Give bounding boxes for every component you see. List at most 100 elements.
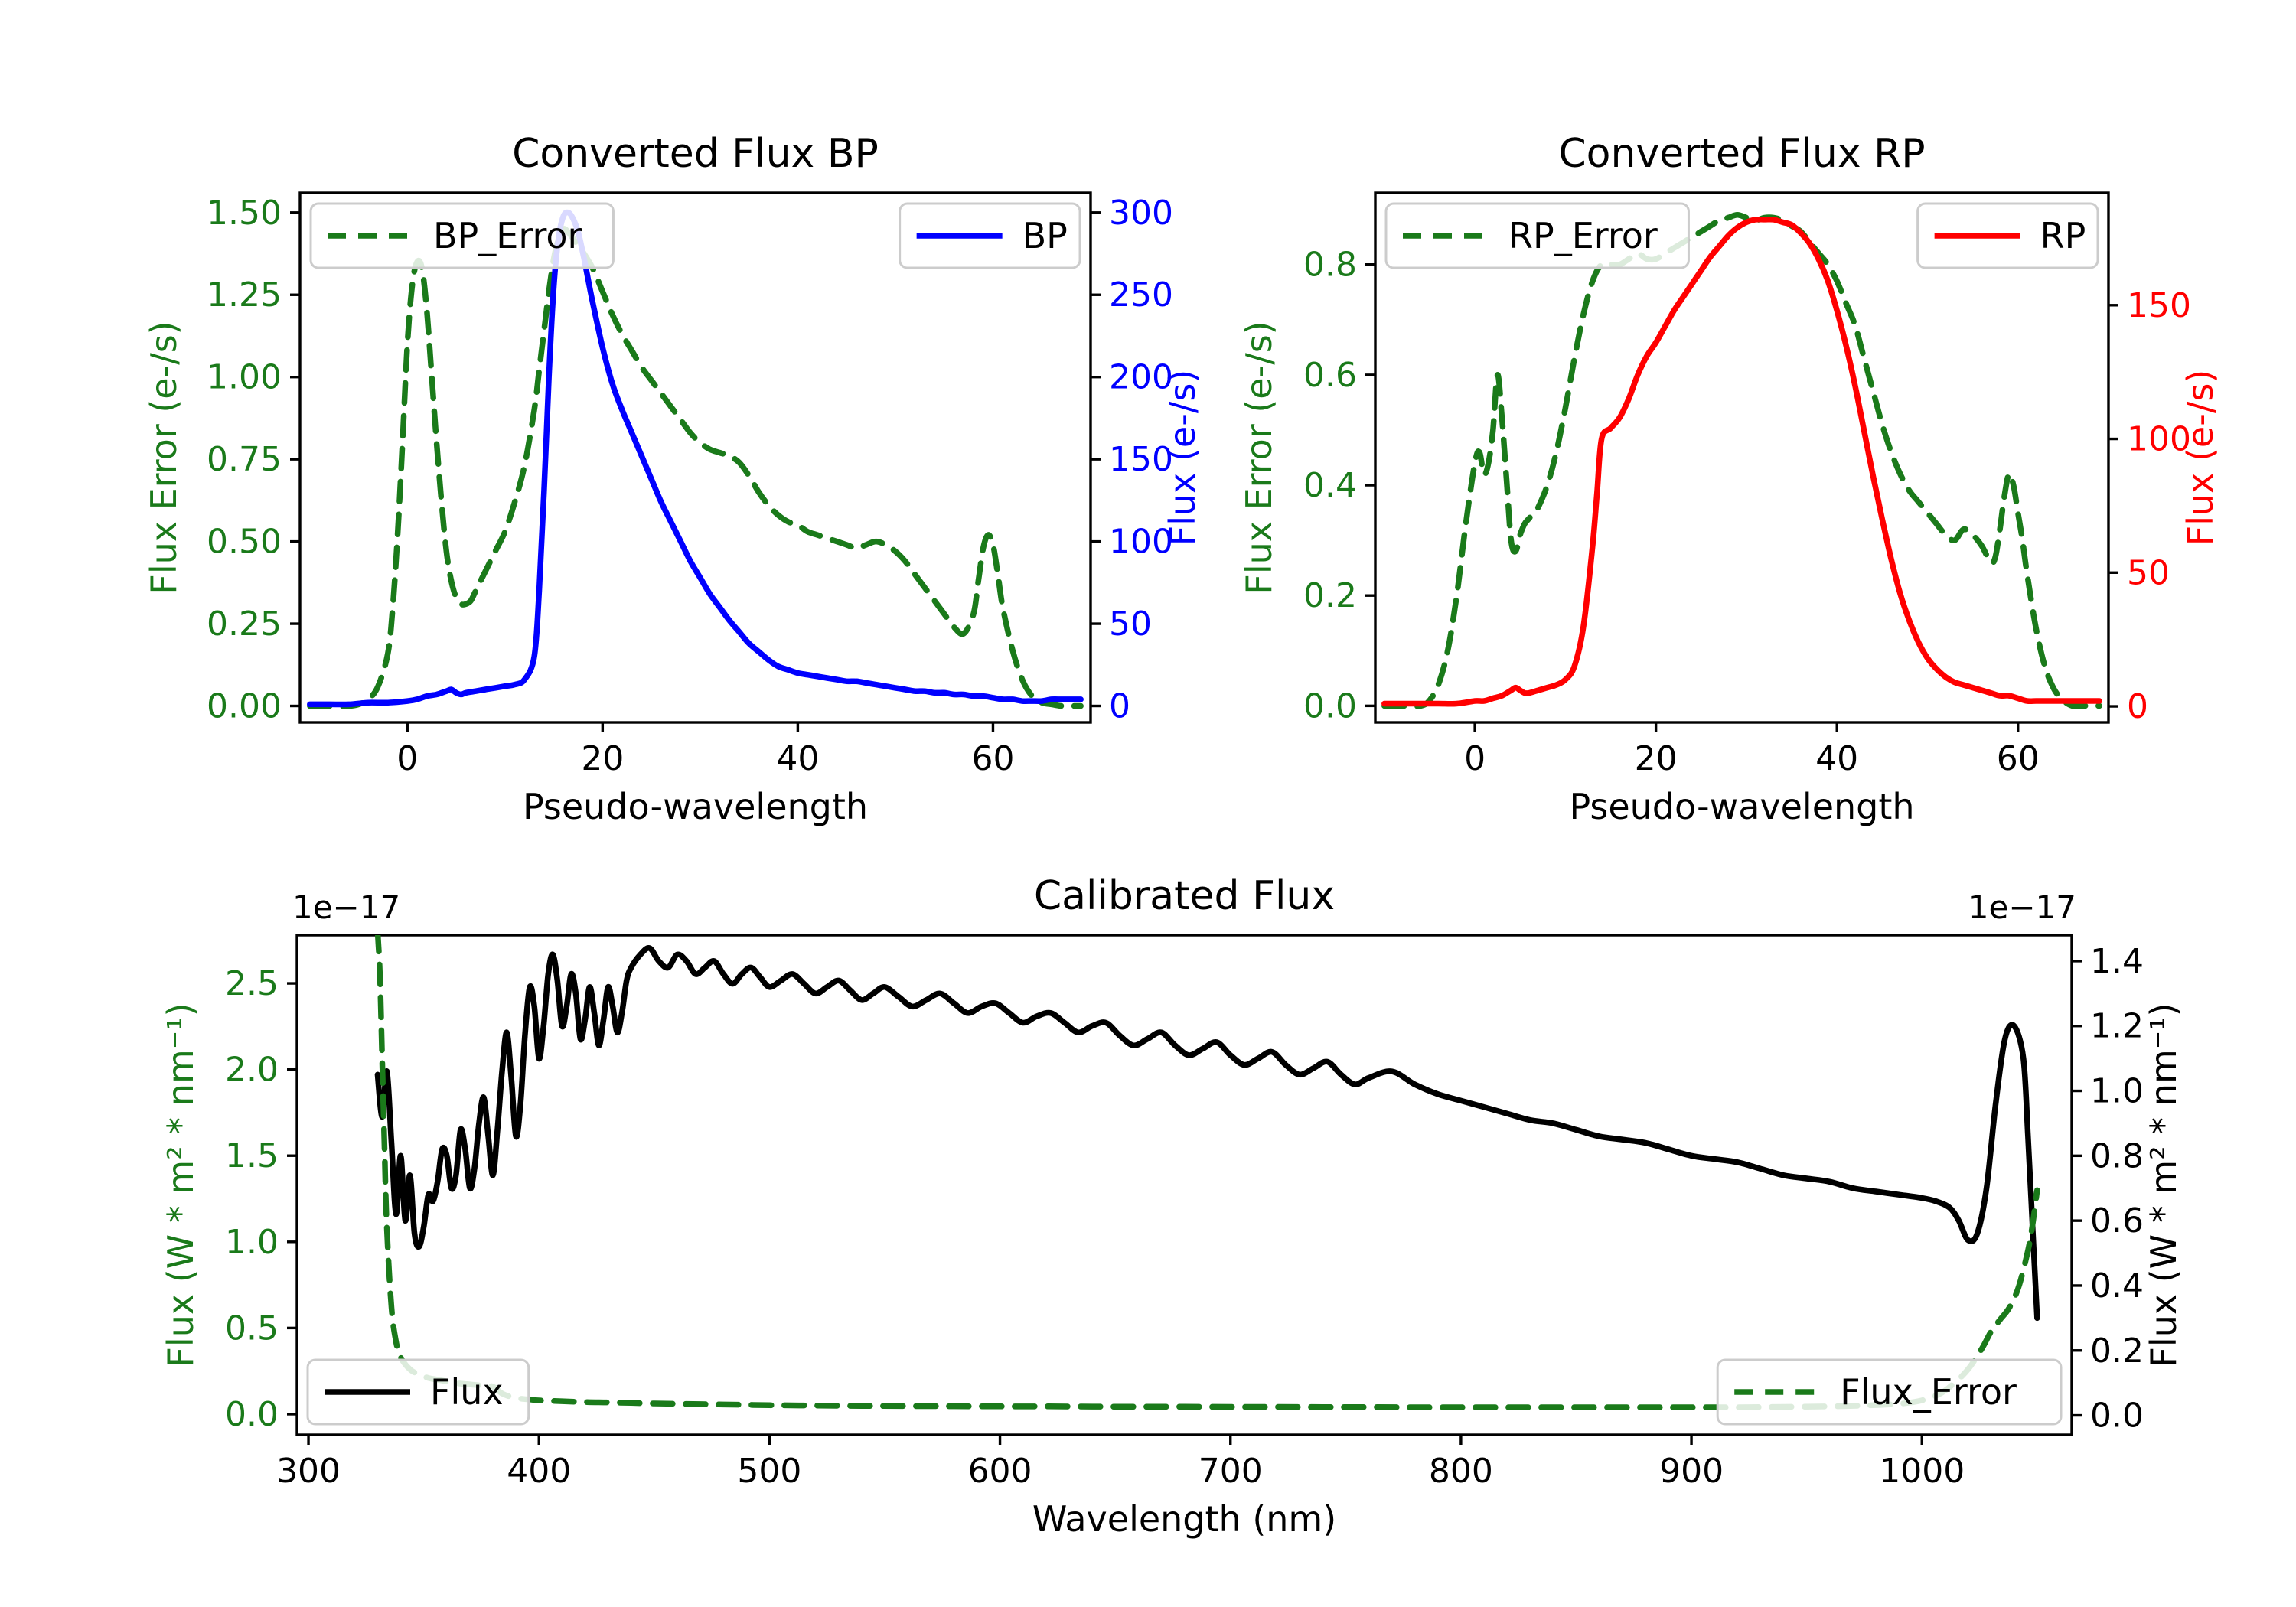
legend-box — [1384, 202, 1690, 269]
y-offset-label-right: 1e−17 — [1968, 888, 2076, 926]
series-line-bp_error — [307, 226, 1084, 709]
y-tick-label-right: 100 — [1109, 523, 1173, 562]
legend-converted-flux-bp-left: BP_Error — [309, 202, 615, 269]
plot-frame — [1374, 191, 2110, 724]
y-tick-label-right: 0.6 — [2090, 1201, 2144, 1240]
y-axis-label-left-calibrated-flux: Flux (W * m² * nm⁻¹) — [160, 1002, 201, 1367]
legend-label-rp_error: RP_Error — [1508, 215, 1658, 256]
y-tick-label-left: 1.5 — [225, 1136, 279, 1175]
x-tick-label: 40 — [1815, 739, 1858, 778]
y-tick-label-left: 0.8 — [1303, 246, 1357, 285]
y-tick-label-right: 0 — [1109, 687, 1130, 726]
panel-converted-flux-bp: Converted Flux BP 0 20 40 60 Pseudo-wavelengt… — [143, 131, 1203, 827]
y-tick-label-left: 0.5 — [225, 1309, 279, 1348]
y-tick-label-right: 0.2 — [2090, 1332, 2144, 1371]
legend-calibrated-flux-right: Flux_Error — [1716, 1358, 2063, 1426]
y-tick-label-right: 1.4 — [2090, 942, 2144, 981]
x-axis-label-calibrated-flux: Wavelength (nm) — [1032, 1498, 1336, 1540]
chart-title-calibrated-flux: Calibrated Flux — [1034, 873, 1335, 919]
x-tick-label: 1000 — [1879, 1452, 1965, 1491]
y-tick-label-right: 1.0 — [2090, 1072, 2144, 1111]
x-tick-label: 700 — [1199, 1452, 1263, 1491]
chart-title-converted-flux-rp: Converted Flux RP — [1558, 131, 1925, 177]
y-tick-label-left: 0.25 — [207, 605, 282, 644]
y-tick-label-right: 50 — [1109, 605, 1152, 644]
y-tick-label-left: 1.25 — [207, 275, 282, 315]
y-tick-label-left: 0.0 — [225, 1395, 279, 1434]
y-tick-label-right: 0.8 — [2090, 1136, 2144, 1175]
panel-converted-flux-rp: Converted Flux RP 0 20 40 60 Pseudo-wavelengt… — [1238, 131, 2221, 827]
y-tick-label-right: 0.4 — [2090, 1266, 2144, 1305]
x-tick-label: 60 — [1997, 739, 2040, 778]
legend-box — [1716, 1358, 2063, 1426]
series-line-rp — [1381, 216, 2102, 707]
x-tick-label: 20 — [581, 739, 624, 778]
x-tick-label: 0 — [396, 739, 418, 778]
x-tick-label: 600 — [968, 1452, 1032, 1491]
series-line-rp_error — [1381, 212, 2102, 709]
series-line-flux — [374, 945, 2040, 1322]
legend-label-rp: RP — [2040, 215, 2086, 256]
x-tick-label: 0 — [1464, 739, 1486, 778]
y-tick-label-right: 250 — [1109, 275, 1173, 315]
y-tick-label-left: 0.0 — [1303, 686, 1357, 725]
y-tick-label-right: 150 — [2127, 286, 2191, 325]
y-tick-label-left: 0.00 — [207, 687, 282, 726]
series-group — [1381, 212, 2102, 709]
y-tick-label-right: 100 — [2127, 420, 2191, 459]
x-tick-label: 60 — [971, 739, 1014, 778]
x-tick-label: 800 — [1429, 1452, 1493, 1491]
legend-converted-flux-bp-right: BP — [899, 202, 1081, 269]
y-tick-label-right: 1.2 — [2090, 1007, 2144, 1046]
series-group — [307, 209, 1084, 709]
y-offset-label-left: 1e−17 — [292, 888, 400, 926]
legend-calibrated-flux-left: Flux — [306, 1358, 530, 1426]
y-tick-label-left: 1.50 — [207, 194, 282, 233]
series-line-bp — [307, 209, 1084, 708]
y-tick-label-right: 50 — [2127, 553, 2170, 592]
x-axis-label-converted-flux-rp: Pseudo-wavelength — [1569, 786, 1914, 827]
legend-converted-flux-rp-right: RP — [1916, 202, 2099, 269]
x-tick-label: 300 — [276, 1452, 341, 1491]
x-tick-label: 40 — [776, 739, 819, 778]
legend-label-bp: BP — [1022, 215, 1068, 256]
y-tick-label-right: 300 — [1109, 194, 1173, 233]
y-axis-label-left-converted-flux-bp: Flux Error (e-/s) — [143, 321, 184, 594]
y-axis-label-right-converted-flux-rp: Flux (e-/s) — [2180, 370, 2221, 546]
legend-box — [309, 202, 615, 269]
y-tick-label-left: 0.6 — [1303, 356, 1357, 395]
y-tick-label-left: 0.4 — [1303, 466, 1357, 505]
y-tick-label-left: 1.00 — [207, 358, 282, 397]
x-axis-label-converted-flux-bp: Pseudo-wavelength — [523, 786, 868, 827]
y-tick-label-left: 2.0 — [225, 1051, 279, 1090]
y-tick-label-left: 0.75 — [207, 440, 282, 479]
legend-label-flux: Flux — [430, 1371, 504, 1413]
legend-box — [306, 1358, 530, 1426]
plot-frame — [298, 191, 1092, 724]
legend-label-flux_error: Flux_Error — [1840, 1371, 2017, 1413]
x-tick-label: 500 — [737, 1452, 801, 1491]
plot-frame — [295, 934, 2073, 1436]
y-axis-label-right-converted-flux-bp: Flux (e-/s) — [1162, 370, 1203, 546]
x-tick-label: 900 — [1659, 1452, 1724, 1491]
x-tick-label: 400 — [507, 1452, 571, 1491]
y-tick-label-left: 1.0 — [225, 1223, 279, 1262]
panel-calibrated-flux: Calibrated Flux 1e−17 1e−17 300 400 500 600 700… — [160, 873, 2184, 1540]
y-tick-label-right: 0 — [2127, 687, 2148, 726]
series-group — [374, 935, 2040, 1410]
legend-label-bp_error: BP_Error — [433, 215, 582, 256]
series-line-flux_error — [374, 935, 2040, 1410]
y-tick-label-left: 0.50 — [207, 523, 282, 562]
legend-converted-flux-rp-left: RP_Error — [1384, 202, 1690, 269]
y-tick-label-right: 0.0 — [2090, 1397, 2144, 1436]
x-tick-label: 20 — [1635, 739, 1678, 778]
y-tick-label-right: 150 — [1109, 440, 1173, 479]
y-axis-label-right-calibrated-flux: Flux (W * m² * nm⁻¹) — [2143, 1002, 2184, 1367]
y-tick-label-right: 200 — [1109, 358, 1173, 397]
y-tick-label-left: 0.2 — [1303, 576, 1357, 615]
y-axis-label-left-converted-flux-rp: Flux Error (e-/s) — [1238, 321, 1280, 594]
chart-title-converted-flux-bp: Converted Flux BP — [512, 131, 879, 177]
y-tick-label-left: 2.5 — [225, 964, 279, 1003]
